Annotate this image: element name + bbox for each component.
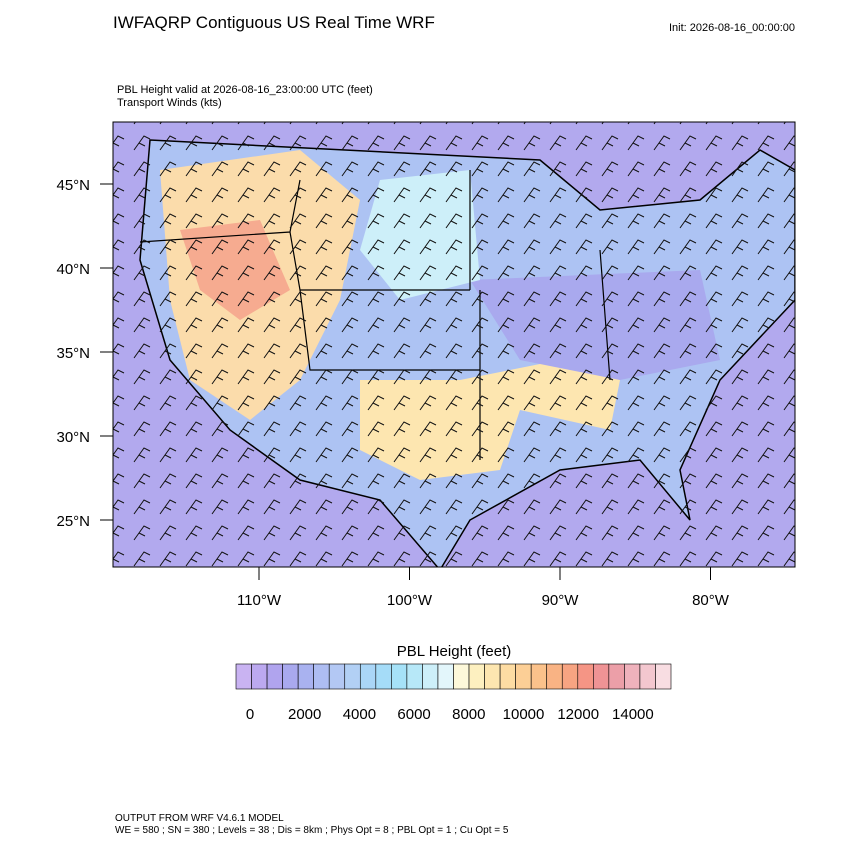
colorbar-label: 10000 xyxy=(503,706,545,723)
lon-label: 80°W xyxy=(692,592,730,609)
lat-label: 45°N xyxy=(56,177,90,194)
colorbar-label: 4000 xyxy=(343,706,376,723)
colorbar: 0 2000 4000 6000 8000 10000 12000 14000 xyxy=(235,663,672,723)
colorbar-title: PBL Height (feet) xyxy=(397,643,512,660)
lat-label: 40°N xyxy=(56,261,90,278)
colorbar-label: 8000 xyxy=(452,706,485,723)
colorbar-box xyxy=(561,663,579,690)
colorbar-box xyxy=(406,663,423,690)
colorbar-box xyxy=(375,663,392,690)
colorbar-box xyxy=(530,663,548,690)
colorbar-box xyxy=(344,663,361,690)
colorbar-box xyxy=(577,663,594,690)
colorbar-box xyxy=(282,663,299,690)
subtitle: Transport Winds (kts) xyxy=(117,97,222,109)
lon-label: 100°W xyxy=(387,592,433,609)
colorbar-box xyxy=(484,663,501,690)
map-frame xyxy=(112,121,796,568)
colorbar-label: 2000 xyxy=(288,706,321,723)
map-axes: 45°N 40°N 35°N 30°N 25°N 110°W 100°W 90°W 80°W xyxy=(56,177,729,609)
colorbar-box xyxy=(251,663,268,690)
lon-label: 110°W xyxy=(237,592,282,609)
lat-label: 35°N xyxy=(56,345,90,362)
lat-label: 25°N xyxy=(56,513,90,530)
colorbar-box xyxy=(328,663,346,690)
colorbar-label: 0 xyxy=(246,706,254,723)
colorbar-box xyxy=(593,663,610,690)
colorbar-box xyxy=(235,663,252,690)
colorbar-box xyxy=(608,663,625,690)
colorbar-box xyxy=(453,663,470,690)
colorbar-label: 14000 xyxy=(612,706,654,723)
colorbar-box xyxy=(624,663,641,690)
colorbar-box xyxy=(391,663,408,690)
colorbar-label: 12000 xyxy=(557,706,599,723)
colorbar-box xyxy=(639,663,656,690)
map xyxy=(113,122,795,567)
colorbar-box xyxy=(499,663,516,690)
footer: WE = 580 ; SN = 380 ; Levels = 38 ; Dis … xyxy=(115,825,509,836)
colorbar-box xyxy=(437,663,454,690)
colorbar-box xyxy=(468,663,485,690)
title: IWFAQRP Contiguous US Real Time WRF xyxy=(113,13,435,32)
colorbar-box xyxy=(359,663,377,690)
init-time: Init: 2026-08-16_00:00:00 xyxy=(669,22,795,34)
colorbar-box xyxy=(266,663,283,690)
subtitle: PBL Height valid at 2026-08-16_23:00:00 … xyxy=(117,84,373,96)
colorbar-box xyxy=(422,663,439,690)
footer: OUTPUT FROM WRF V4.6.1 MODEL xyxy=(115,813,284,824)
colorbar-label: 6000 xyxy=(397,706,430,723)
colorbar-box xyxy=(297,663,314,690)
colorbar-box xyxy=(546,663,563,690)
wind-barbs xyxy=(113,122,795,567)
lat-label: 30°N xyxy=(56,429,90,446)
colorbar-box xyxy=(655,663,672,690)
colorbar-box xyxy=(515,663,532,690)
lon-label: 90°W xyxy=(542,592,580,609)
colorbar-box xyxy=(313,663,330,690)
